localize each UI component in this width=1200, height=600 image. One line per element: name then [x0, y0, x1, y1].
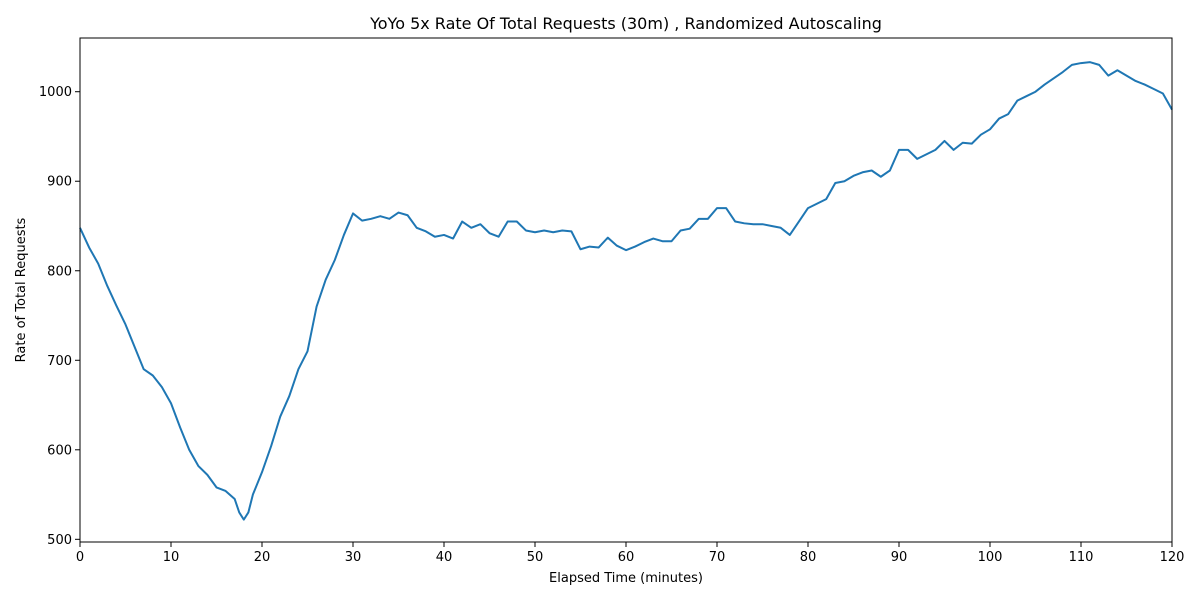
- x-tick-label: 70: [709, 550, 726, 565]
- x-tick-label: 0: [76, 550, 84, 565]
- y-tick-label: 600: [47, 443, 72, 458]
- x-tick-label: 50: [527, 550, 544, 565]
- y-axis: 500 600 700 800 900 1000: [39, 85, 80, 548]
- y-tick-label: 800: [47, 264, 72, 279]
- x-tick-label: 90: [891, 550, 908, 565]
- x-tick-label: 110: [1069, 550, 1094, 565]
- x-axis: 0 10 20 30 40 50 60 70 80 90 100 110 120: [76, 542, 1185, 565]
- x-tick-label: 60: [618, 550, 635, 565]
- y-axis-label: Rate of Total Requests: [14, 217, 29, 362]
- x-tick-label: 100: [978, 550, 1003, 565]
- chart-title: YoYo 5x Rate Of Total Requests (30m) , R…: [369, 14, 882, 33]
- y-tick-label: 1000: [39, 85, 72, 100]
- x-tick-label: 120: [1160, 550, 1185, 565]
- y-tick-label: 500: [47, 533, 72, 548]
- x-tick-label: 10: [163, 550, 180, 565]
- x-tick-label: 20: [254, 550, 271, 565]
- x-axis-label: Elapsed Time (minutes): [549, 571, 703, 586]
- x-tick-label: 30: [345, 550, 362, 565]
- y-tick-label: 700: [47, 354, 72, 369]
- y-tick-label: 900: [47, 175, 72, 190]
- series-line-0: [79, 61, 1173, 521]
- plot-line-group: [79, 61, 1173, 521]
- x-tick-label: 40: [436, 550, 453, 565]
- x-tick-label: 80: [800, 550, 817, 565]
